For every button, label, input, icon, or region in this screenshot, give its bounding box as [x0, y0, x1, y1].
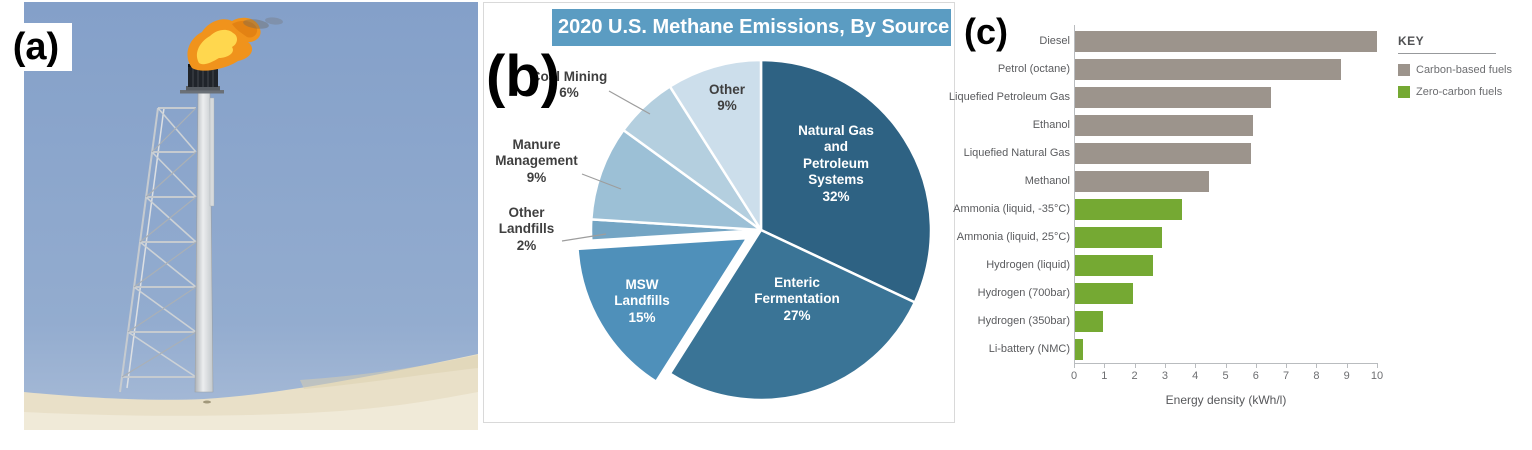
pie-chart-svg — [561, 58, 933, 402]
legend-items: Carbon-based fuels Zero-carbon fuels — [1398, 64, 1518, 98]
legend-title: KEY — [1398, 34, 1496, 54]
legend-item-zero-carbon-fuels: Zero-carbon fuels — [1398, 86, 1518, 98]
panel-c-bar-chart: Diesel Petrol (octane) Liquefied Petroleum… — [948, 20, 1532, 440]
bar-rows: Diesel Petrol (octane) Liquefied Petroleum… — [948, 27, 1380, 363]
panel-a-label: (a) — [0, 23, 72, 71]
x-tick — [1074, 363, 1075, 368]
bar-row-ethanol: Ethanol — [960, 111, 1380, 139]
pie-leader-line — [608, 90, 651, 115]
bar-row-ammonia-liquid-25-c: Ammonia (liquid, 25°C) — [956, 223, 1380, 251]
gas-flare-photo — [24, 2, 478, 430]
photo-sand-dune — [24, 354, 478, 430]
x-tick-label: 5 — [1222, 370, 1229, 382]
x-tick — [1346, 363, 1348, 368]
bar-label: Methanol — [1024, 175, 1070, 187]
bar-row-liquefied-natural-gas: Liquefied Natural Gas — [960, 139, 1380, 167]
legend-label: Carbon-based fuels — [1416, 64, 1513, 76]
bar-li-battery-nmc — [1074, 338, 1084, 360]
bar-row-li-battery-nmc: Li-battery (NMC) — [960, 335, 1380, 363]
legend-swatch — [1398, 86, 1410, 98]
x-tick — [1286, 363, 1288, 368]
x-tick — [1134, 363, 1136, 368]
pie-slice-enteric-fermentation — [668, 228, 917, 402]
bar-hydrogen-700bar — [1074, 282, 1134, 304]
x-tick-label: 10 — [1370, 370, 1384, 382]
legend-label: Zero-carbon fuels — [1416, 86, 1503, 98]
bar-ammonia-liquid-25-c — [1074, 226, 1162, 248]
bar-label: Ammonia (liquid, 25°C) — [956, 231, 1070, 243]
x-tick-label: 3 — [1161, 370, 1168, 382]
bar-liquefied-petroleum-gas — [1074, 86, 1271, 108]
x-axis-title: Energy density (kWh/l) — [1165, 393, 1287, 407]
bar-label: Liquefied Natural Gas — [963, 147, 1070, 159]
bar-row-petrol-octane: Petrol (octane) — [960, 55, 1380, 83]
pie-slice-other — [668, 58, 763, 232]
x-tick — [1316, 363, 1318, 368]
x-tick-label: 8 — [1313, 370, 1320, 382]
x-tick — [1225, 363, 1227, 368]
bar-label: Liquefied Petroleum Gas — [948, 91, 1070, 103]
flare-tower-stack — [180, 86, 224, 393]
bar-label: Li-battery (NMC) — [988, 343, 1070, 355]
pie-chart-title: 2020 U.S. Methane Emissions, By Source — [552, 9, 951, 46]
y-axis-line — [1074, 25, 1075, 363]
x-tick-label: 9 — [1343, 370, 1350, 382]
bar-row-hydrogen-700bar: Hydrogen (700bar) — [960, 279, 1380, 307]
bar-row-hydrogen-liquid: Hydrogen (liquid) — [960, 251, 1380, 279]
flare-tower-truss — [119, 107, 197, 393]
photo-sky — [24, 2, 478, 430]
bar-label: Diesel — [1039, 35, 1070, 47]
bar-hydrogen-350bar — [1074, 310, 1103, 332]
bar-ethanol — [1074, 114, 1253, 136]
bar-label: Hydrogen (350bar) — [977, 315, 1070, 327]
panel-b-pie-panel: 2020 U.S. Methane Emissions, By Source N… — [483, 2, 955, 423]
x-tick-label: 7 — [1283, 370, 1290, 382]
pie-leader-line — [581, 173, 622, 190]
legend-item-carbon-based-fuels: Carbon-based fuels — [1398, 64, 1518, 76]
pie-slice-natural-gas-and-petroleum-systems — [759, 58, 933, 304]
pie-leader-line — [561, 233, 607, 242]
bar-hydrogen-liquid — [1074, 254, 1153, 276]
bar-row-ammonia-liquid-35-c: Ammonia (liquid, -35°C) — [953, 195, 1380, 223]
x-tick — [1164, 363, 1166, 368]
x-tick — [1255, 363, 1257, 368]
x-tick-label: 2 — [1131, 370, 1138, 382]
x-tick-label: 1 — [1101, 370, 1108, 382]
bar-label: Petrol (octane) — [997, 63, 1070, 75]
gas-flame-icon — [187, 17, 261, 71]
bar-row-diesel: Diesel — [960, 27, 1380, 55]
bar-methanol — [1074, 170, 1209, 192]
flame-smoke — [243, 17, 283, 29]
bar-row-liquefied-petroleum-gas: Liquefied Petroleum Gas — [948, 83, 1380, 111]
panel-b-label: (b) — [486, 44, 561, 109]
bar-diesel — [1074, 30, 1377, 52]
panel-c-label: (c) — [964, 11, 1008, 52]
bar-label: Ammonia (liquid, -35°C) — [953, 203, 1070, 215]
bar-label: Hydrogen (700bar) — [977, 287, 1070, 299]
bar-ammonia-liquid-35-c — [1074, 198, 1182, 220]
bar-row-methanol: Methanol — [960, 167, 1380, 195]
x-tick — [1195, 363, 1197, 368]
legend-swatch — [1398, 64, 1410, 76]
bar-row-hydrogen-350bar: Hydrogen (350bar) — [960, 307, 1380, 335]
x-tick — [1104, 363, 1106, 368]
bar-label: Hydrogen (liquid) — [986, 259, 1070, 271]
x-tick-label: 4 — [1192, 370, 1199, 382]
x-tick-label: 6 — [1252, 370, 1259, 382]
x-tick-label: 0 — [1070, 370, 1078, 382]
pie-slice-msw-landfills — [576, 236, 749, 383]
bar-petrol-octane — [1074, 58, 1341, 80]
bar-liquefied-natural-gas — [1074, 142, 1252, 164]
bar-chart-legend: KEY Carbon-based fuels Zero-carbon fuels — [1398, 34, 1518, 98]
pie-slice-manure-management — [590, 128, 763, 232]
panel-a-photo — [24, 2, 478, 430]
bar-label: Ethanol — [1032, 119, 1070, 131]
x-tick — [1377, 363, 1378, 368]
